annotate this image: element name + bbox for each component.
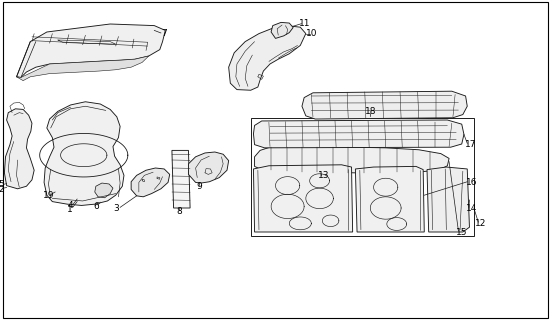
Polygon shape	[188, 152, 229, 183]
Polygon shape	[355, 166, 424, 232]
Polygon shape	[253, 165, 353, 232]
Polygon shape	[255, 147, 449, 173]
Text: 4: 4	[67, 201, 73, 210]
Text: 15: 15	[456, 228, 467, 237]
Text: 2: 2	[0, 185, 4, 194]
Text: 10: 10	[306, 29, 317, 38]
Polygon shape	[271, 22, 293, 38]
Polygon shape	[427, 167, 469, 232]
Text: 1: 1	[67, 205, 73, 214]
Polygon shape	[44, 102, 124, 205]
Bar	[251, 118, 474, 236]
Text: 18: 18	[365, 108, 376, 116]
Polygon shape	[302, 91, 467, 119]
Polygon shape	[253, 120, 464, 148]
Text: 3: 3	[113, 204, 118, 213]
Text: 6: 6	[94, 202, 99, 211]
Text: 12: 12	[475, 220, 486, 228]
Polygon shape	[95, 183, 113, 198]
Polygon shape	[131, 168, 170, 197]
Text: 19: 19	[43, 191, 54, 200]
Polygon shape	[17, 56, 149, 81]
Polygon shape	[17, 24, 165, 77]
Text: 11: 11	[299, 19, 310, 28]
Text: 8: 8	[176, 207, 182, 216]
Text: 5: 5	[0, 180, 4, 189]
Text: 9: 9	[197, 182, 202, 191]
Text: 14: 14	[466, 204, 477, 213]
Text: 13: 13	[318, 172, 329, 180]
Polygon shape	[229, 26, 306, 90]
Polygon shape	[4, 109, 34, 189]
Text: 17: 17	[466, 140, 477, 149]
Polygon shape	[172, 150, 190, 208]
Text: 7: 7	[161, 29, 167, 38]
Text: 16: 16	[466, 178, 477, 187]
